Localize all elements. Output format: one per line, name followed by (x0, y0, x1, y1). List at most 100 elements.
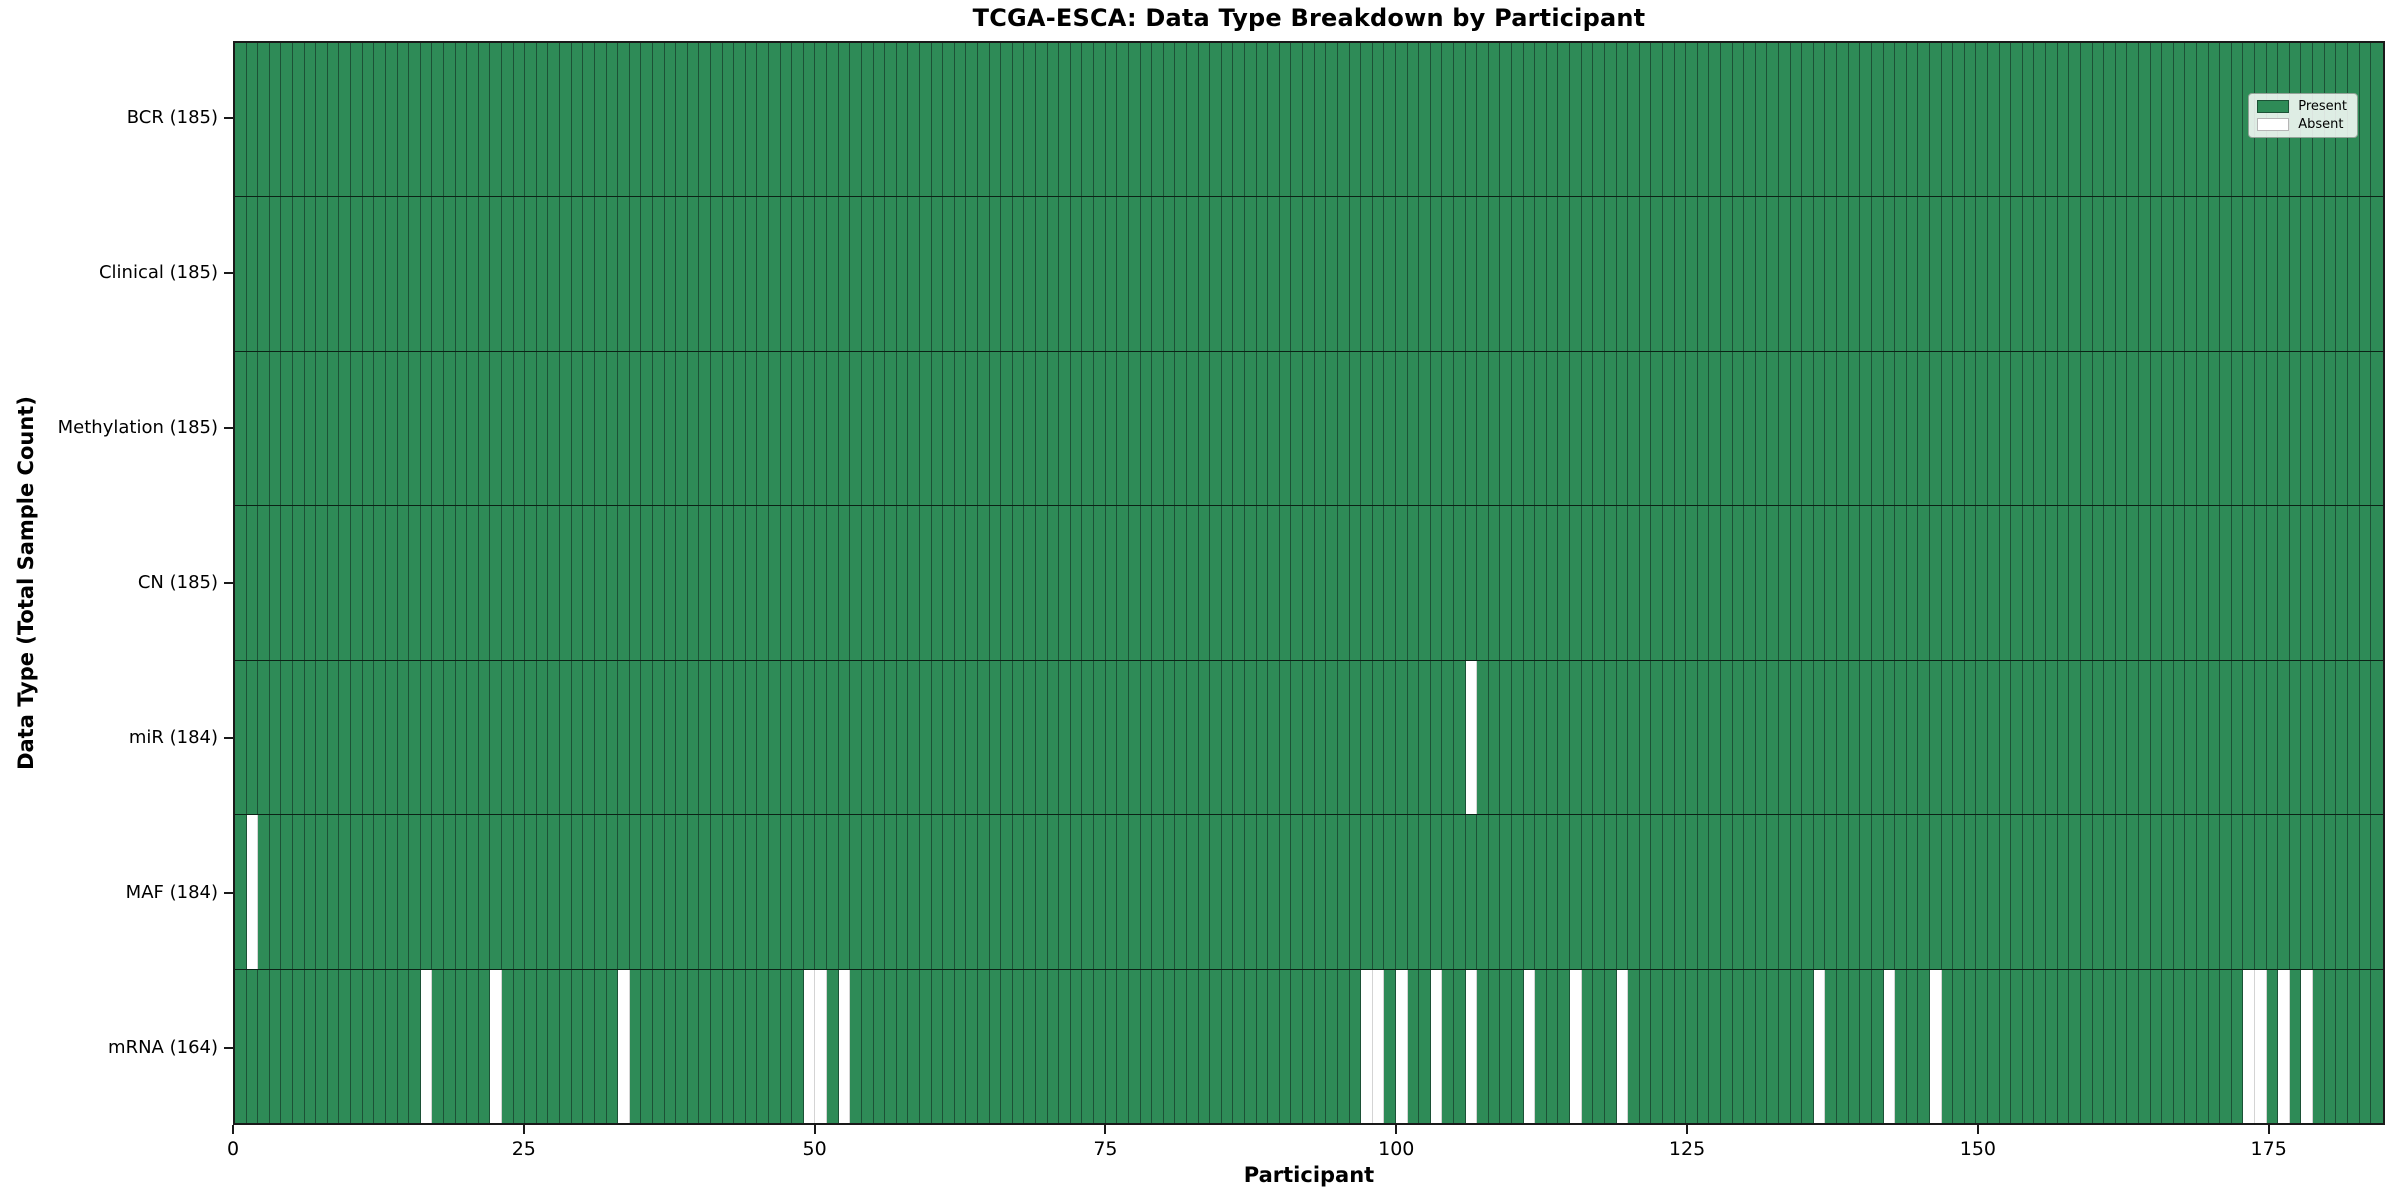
heatmap-cell-absent (1813, 969, 1826, 1123)
heatmap-cell-present (2324, 815, 2337, 969)
heatmap-cell-present (1651, 660, 1663, 815)
heatmap-cell-present (1512, 197, 1524, 351)
heatmap-cell-present (629, 351, 642, 506)
heatmap-cell-absent (2243, 969, 2256, 1123)
heatmap-cell-present (2243, 351, 2256, 506)
heatmap-cell-present (467, 969, 479, 1123)
heatmap-cell-present (443, 43, 456, 197)
heatmap-cell-present (490, 351, 503, 506)
heatmap-cell-present (525, 43, 537, 197)
heatmap-cell-present (2371, 351, 2382, 506)
heatmap-cell-present (734, 506, 746, 660)
heatmap-cell-present (1210, 351, 1222, 506)
heatmap-cell-present (1314, 351, 1327, 506)
heatmap-cell-present (1221, 969, 1234, 1123)
heatmap-cell-present (2371, 969, 2382, 1123)
heatmap-cell-present (478, 506, 491, 660)
heatmap-cell-present (2022, 43, 2035, 197)
heatmap-cell-present (478, 815, 491, 969)
heatmap-cell-present (2185, 969, 2197, 1123)
heatmap-cell-present (1860, 815, 1872, 969)
heatmap-cell-present (2185, 815, 2197, 969)
heatmap-cell-present (652, 351, 665, 506)
heatmap-cell-present (780, 43, 793, 197)
x-tick-mark (1976, 1125, 1979, 1134)
heatmap-cell-present (1152, 660, 1164, 815)
heatmap-cell-present (1488, 43, 1501, 197)
heatmap-cell-present (455, 43, 468, 197)
heatmap-cell-present (2138, 969, 2151, 1123)
heatmap-cell-present (1721, 43, 1733, 197)
heatmap-cell-present (699, 815, 711, 969)
heatmap-cell-present (1999, 815, 2012, 969)
heatmap-cell-present (1140, 197, 1153, 351)
heatmap-cell-present (316, 969, 328, 1123)
heatmap-cell-present (560, 815, 572, 969)
heatmap-cell-present (1709, 660, 1721, 815)
heatmap-cell-present (1326, 815, 1338, 969)
heatmap-cell-present (2127, 43, 2139, 197)
heatmap-cell-present (1929, 660, 1942, 815)
heatmap-cell-present (1558, 969, 1571, 1123)
heatmap-cell-present (1036, 351, 1048, 506)
heatmap-cell-present (1221, 815, 1234, 969)
heatmap-cell-present (409, 197, 421, 351)
heatmap-cell-present (2150, 815, 2163, 969)
heatmap-cell-present (757, 969, 770, 1123)
heatmap-cell-present (409, 969, 421, 1123)
heatmap-cell-present (2162, 660, 2174, 815)
heatmap-cell-present (1001, 660, 1013, 815)
heatmap-cell-present (745, 969, 758, 1123)
heatmap-cell-present (1651, 815, 1663, 969)
heatmap-cell-present (1570, 506, 1582, 660)
heatmap-cell-present (2347, 969, 2360, 1123)
heatmap-cell-present (710, 43, 723, 197)
heatmap-cell-present (2150, 969, 2163, 1123)
heatmap-cell-present (2080, 197, 2093, 351)
heatmap-cell-present (1453, 197, 1466, 351)
heatmap-cell-present (1686, 815, 1698, 969)
heatmap-cell-present (1512, 969, 1524, 1123)
heatmap-cell-present (1755, 660, 1768, 815)
heatmap-cell-present (1581, 815, 1594, 969)
heatmap-cell-present (2115, 197, 2128, 351)
heatmap-cell-present (1871, 969, 1884, 1123)
heatmap-cell-present (1186, 815, 1199, 969)
heatmap-cell-present (885, 197, 897, 351)
heatmap-cell-present (1790, 506, 1803, 660)
heatmap-cell-present (1941, 43, 1954, 197)
heatmap-cell-present (1860, 506, 1872, 660)
heatmap-cell-present (1895, 815, 1907, 969)
heatmap-cell-present (1697, 660, 1710, 815)
heatmap-cell-present (1883, 506, 1896, 660)
heatmap-cell-present (943, 815, 955, 969)
heatmap-cell-present (2313, 197, 2325, 351)
heatmap-cell-present (989, 351, 1002, 506)
heatmap-cell-present (1117, 351, 1129, 506)
heatmap-cell-present (1395, 197, 1408, 351)
heatmap-cell-present (1303, 506, 1315, 660)
heatmap-cell-present (803, 815, 816, 969)
heatmap-cell-present (594, 43, 607, 197)
heatmap-cell-present (1128, 660, 1141, 815)
heatmap-cell-present (2011, 197, 2023, 351)
heatmap-cell-present (258, 197, 270, 351)
heatmap-cell-present (1709, 506, 1721, 660)
legend-swatch-absent (2257, 118, 2290, 131)
heatmap-cell-present (1128, 969, 1141, 1123)
heatmap-cell-present (339, 660, 352, 815)
heatmap-cell-present (1419, 197, 1431, 351)
heatmap-cell-present (1210, 969, 1222, 1123)
heatmap-cell-present (2371, 43, 2382, 197)
heatmap-cell-present (1488, 506, 1501, 660)
heatmap-cell-present (1070, 815, 1083, 969)
legend: Present Absent (2248, 93, 2358, 138)
heatmap-cell-present (1268, 506, 1280, 660)
heatmap-cell-present (478, 197, 491, 351)
heatmap-cell-present (1964, 506, 1977, 660)
heatmap-cell-present (246, 506, 259, 660)
heatmap-cell-present (316, 660, 328, 815)
heatmap-cell-present (1941, 969, 1954, 1123)
heatmap-cell-present (548, 660, 561, 815)
heatmap-cell-present (618, 660, 630, 815)
